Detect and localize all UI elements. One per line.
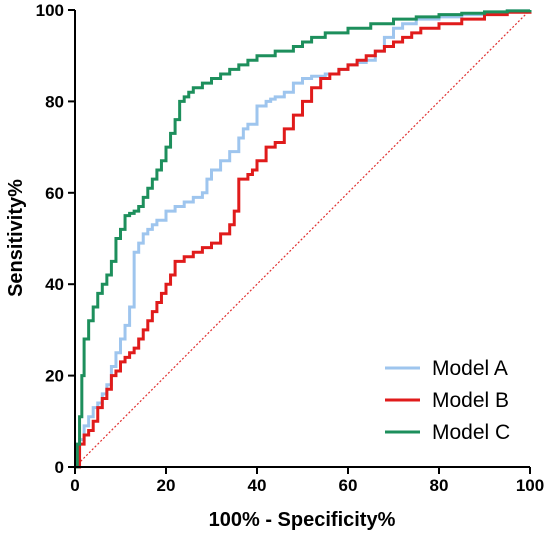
y-tick-label: 60	[45, 184, 64, 203]
reference-line-layer	[74, 9, 531, 468]
x-tick-label: 40	[248, 476, 267, 495]
series-line-model-b	[75, 10, 532, 469]
legend-label: Model B	[432, 389, 509, 412]
y-tick-label: 20	[45, 367, 64, 386]
legend-label: Model C	[432, 421, 510, 444]
series-layer	[75, 9, 532, 469]
x-tick-label: 0	[70, 476, 79, 495]
axes-layer	[74, 10, 530, 468]
x-tick-label: 100	[516, 476, 544, 495]
ticks-layer: 0 20 40 60 80 100 0 20 40 60 80 100	[36, 1, 545, 495]
legend-label: Model A	[432, 357, 508, 380]
reference-diagonal-line	[74, 9, 531, 468]
y-tick-label: 0	[55, 458, 64, 477]
y-tick-label: 40	[45, 275, 64, 294]
x-tick-label: 60	[339, 476, 358, 495]
x-axis-title: 100% - Specificity%	[209, 509, 396, 531]
y-tick-label: 100	[36, 1, 64, 20]
x-tick-label: 20	[157, 476, 176, 495]
legend: Model A Model B Model C	[385, 357, 510, 444]
y-axis-title: Sensitivity%	[5, 179, 27, 297]
y-tick-label: 80	[45, 92, 64, 111]
series-line-model-c	[75, 9, 532, 469]
x-tick-label: 80	[430, 476, 449, 495]
